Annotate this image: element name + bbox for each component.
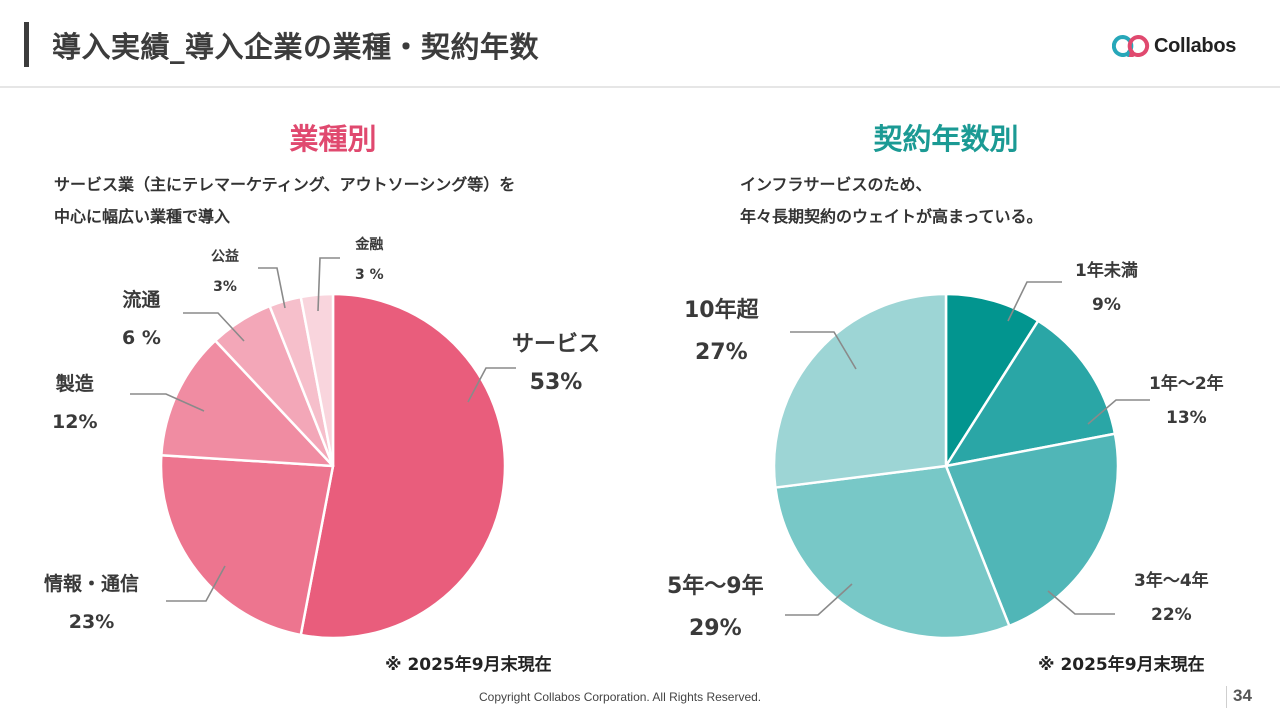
label-name: 製造 [55, 373, 94, 395]
pie-slice-industry-1 [159, 453, 335, 637]
title-accent-bar [24, 22, 29, 67]
label-value: 13% [1165, 408, 1207, 428]
label-value: 3 % [355, 267, 384, 283]
label-name: 5年～9年 [667, 574, 764, 599]
label-name: 1年～2年 [1149, 374, 1224, 394]
label-value: 27% [694, 340, 748, 365]
leader-line-industry-3 [183, 312, 245, 342]
pie-label-distribution: 流通 6 % [122, 281, 161, 357]
pie-slice-contract-2 [944, 432, 1120, 628]
label-name: 流通 [122, 289, 161, 311]
pie-label-5-9-years: 5年～9年 29% [667, 566, 764, 650]
pie-slice-industry-5 [299, 292, 335, 468]
pie-label-utilities: 公益 3% [211, 242, 239, 302]
logo-wordmark: Collabos [1154, 34, 1237, 57]
pie-slice-industry-0 [299, 292, 507, 640]
label-name: 3年～4年 [1134, 571, 1209, 591]
label-value: 6 % [122, 327, 161, 349]
pie-slice-contract-0 [944, 292, 1040, 468]
label-value: 22% [1150, 605, 1192, 625]
leader-line-industry-1 [166, 565, 226, 602]
pie-label-3-4-years: 3年～4年 22% [1134, 564, 1209, 632]
pie-slice-contract-3 [774, 464, 1011, 640]
label-value: 29% [688, 616, 742, 641]
pie-label-over-10-years: 10年超 27% [684, 290, 759, 374]
label-name: 1年未満 [1075, 261, 1138, 281]
leader-line-contract-1 [1087, 399, 1150, 425]
pie-label-manufacturing: 製造 12% [52, 365, 97, 441]
page-number: 34 [1233, 686, 1252, 705]
label-value: 3% [213, 279, 237, 295]
industry-as-of-note: ※ 2025年9月末現在 [385, 655, 552, 675]
label-name: 公益 [211, 249, 239, 265]
contract-section-title: 契約年数別 [873, 122, 1019, 156]
label-value: 9% [1091, 295, 1121, 315]
page-number-divider [1226, 686, 1227, 708]
pie-label-finance: 金融 3 % [355, 230, 384, 290]
leader-line-contract-0 [1007, 281, 1062, 322]
leader-line-industry-5 [317, 257, 340, 312]
leader-line-industry-4 [258, 267, 286, 309]
pie-label-service: サービス 53% [512, 326, 600, 402]
pie-slice-contract-4 [772, 292, 948, 489]
label-name: 10年超 [684, 298, 759, 323]
contract-description-line2: 年々長期契約のウェイトが高まっている。 [740, 207, 1043, 226]
label-value: 23% [68, 611, 115, 633]
leader-line-contract-4 [790, 331, 857, 370]
leader-line-industry-0 [467, 367, 516, 403]
industry-description-line1: サービス業（主にテレマーケティング、アウトソーシング等）を [54, 175, 516, 194]
copyright-text: Copyright Collabos Corporation. All Righ… [479, 690, 762, 704]
industry-description: サービス業（主にテレマーケティング、アウトソーシング等）を 中心に幅広い業種で導… [54, 169, 515, 233]
collabos-speech-bubbles-logo-icon [1112, 35, 1150, 57]
contract-description: インフラサービスのため、 年々長期契約のウェイトが高まっている。 [740, 169, 1043, 233]
pie-label-1-2-years: 1年～2年 13% [1149, 367, 1224, 435]
industry-section-title: 業種別 [289, 122, 377, 156]
page-title: 導入実績_導入企業の業種・契約年数 [52, 30, 540, 64]
leader-line-industry-2 [130, 393, 205, 412]
label-name: 情報・通信 [44, 573, 140, 595]
label-value: 12% [52, 411, 98, 433]
contract-as-of-note: ※ 2025年9月末現在 [1038, 655, 1205, 675]
label-name: サービス [512, 332, 601, 357]
industry-description-line2: 中心に幅広い業種で導入 [54, 207, 231, 226]
collabos-logo: Collabos [1112, 33, 1236, 59]
leader-line-contract-3 [785, 583, 853, 616]
leader-line-contract-2 [1047, 590, 1115, 615]
header-divider [0, 86, 1280, 88]
pie-slice-industry-2 [160, 339, 335, 468]
contract-description-line1: インフラサービスのため、 [740, 175, 932, 194]
label-name: 金融 [355, 237, 384, 253]
label-value: 53% [529, 370, 583, 395]
pie-slice-contract-1 [944, 319, 1117, 468]
pie-label-it-communications: 情報・通信 23% [44, 565, 139, 641]
pie-label-under-1-year: 1年未満 9% [1075, 254, 1138, 322]
